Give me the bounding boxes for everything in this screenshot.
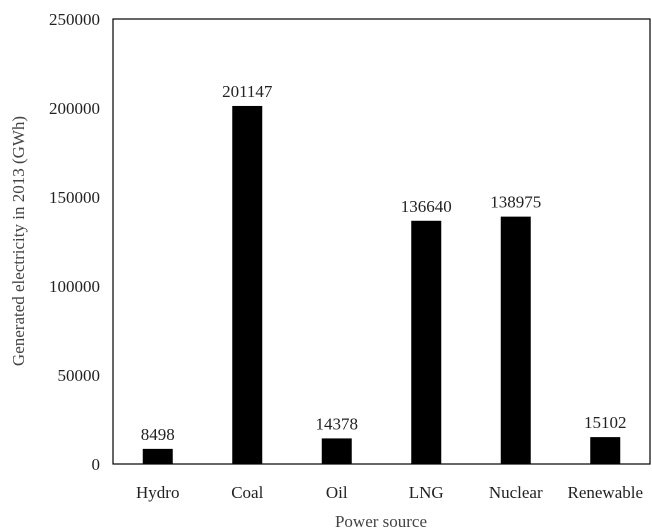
data-label: 138975	[490, 193, 541, 212]
x-tick-label: Coal	[231, 483, 263, 502]
plot-frame	[112, 18, 651, 465]
data-label: 8498	[141, 425, 175, 444]
y-axis-title: Generated electricity in 2013 (GWh)	[9, 116, 28, 366]
x-tick-label: Renewable	[567, 483, 643, 502]
bar-oil	[321, 438, 352, 464]
bar-renewable	[590, 437, 621, 464]
y-tick-label: 250000	[49, 10, 100, 29]
bar-coal	[232, 105, 263, 464]
bar-nuclear	[500, 216, 531, 464]
bar-hydro	[142, 448, 173, 464]
bar-lng	[411, 220, 442, 464]
y-tick-label: 150000	[49, 188, 100, 207]
data-label: 14378	[316, 414, 359, 433]
y-tick-label: 100000	[49, 277, 100, 296]
data-label: 201147	[222, 82, 273, 101]
x-tick-label: Hydro	[136, 483, 179, 502]
data-label: 136640	[401, 197, 452, 216]
y-tick-label: 50000	[58, 366, 101, 385]
data-label: 15102	[584, 413, 627, 432]
x-tick-label: LNG	[409, 483, 444, 502]
x-axis-title: Power source	[335, 512, 427, 531]
x-tick-label: Nuclear	[489, 483, 543, 502]
y-tick-label: 0	[92, 455, 101, 474]
y-tick-label: 200000	[49, 99, 100, 118]
x-tick-label: Oil	[326, 483, 348, 502]
